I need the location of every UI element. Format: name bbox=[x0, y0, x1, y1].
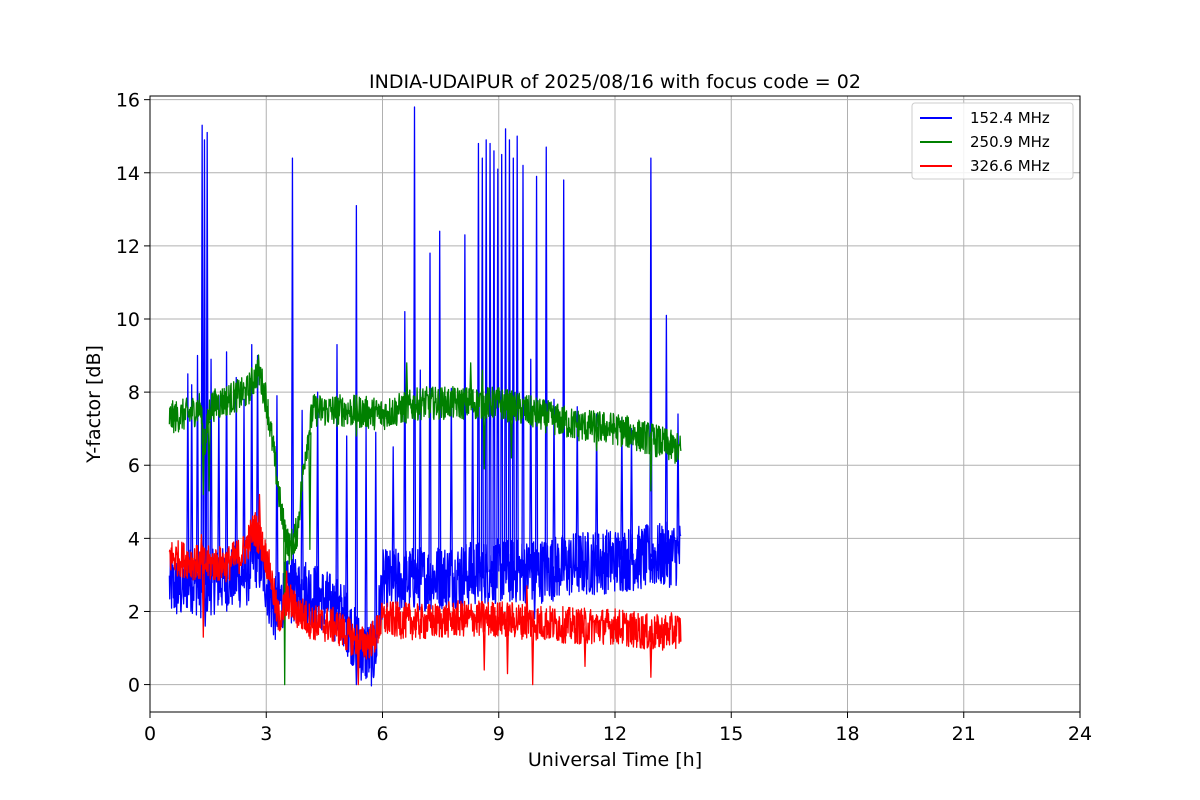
y-tick-label: 10 bbox=[116, 309, 140, 331]
x-tick-label: 21 bbox=[952, 723, 976, 745]
x-tick-label: 9 bbox=[493, 723, 505, 745]
x-tick-label: 15 bbox=[719, 723, 743, 745]
y-axis-label: Y-factor [dB] bbox=[83, 345, 105, 464]
x-tick-label: 12 bbox=[603, 723, 627, 745]
legend-label: 152.4 MHz bbox=[970, 109, 1050, 127]
legend-label: 326.6 MHz bbox=[970, 157, 1050, 175]
y-tick-label: 14 bbox=[116, 163, 140, 185]
series-line-2 bbox=[168, 354, 682, 686]
legend-label: 250.9 MHz bbox=[970, 133, 1050, 151]
x-tick-label: 0 bbox=[144, 723, 156, 745]
y-tick-label: 2 bbox=[128, 601, 140, 623]
series-layer bbox=[168, 106, 682, 687]
chart-title: INDIA-UDAIPUR of 2025/08/16 with focus c… bbox=[369, 71, 861, 93]
x-axis-label: Universal Time [h] bbox=[528, 749, 702, 771]
y-tick-label: 0 bbox=[128, 675, 140, 697]
series-line-3 bbox=[168, 493, 682, 686]
x-tick-label: 3 bbox=[260, 723, 272, 745]
x-tick-label: 24 bbox=[1068, 723, 1092, 745]
legend-box bbox=[911, 102, 1074, 180]
legend: 152.4 MHz 250.9 MHz 326.6 MHz bbox=[911, 102, 1074, 180]
y-tick-label: 4 bbox=[128, 528, 140, 550]
y-tick-label: 8 bbox=[128, 382, 140, 404]
x-tick-label: 6 bbox=[376, 723, 388, 745]
x-tick-label: 18 bbox=[835, 723, 859, 745]
y-tick-label: 16 bbox=[116, 90, 140, 112]
series-line-1 bbox=[168, 106, 682, 687]
y-tick-label: 12 bbox=[116, 236, 140, 258]
y-tick-label: 6 bbox=[128, 455, 140, 477]
